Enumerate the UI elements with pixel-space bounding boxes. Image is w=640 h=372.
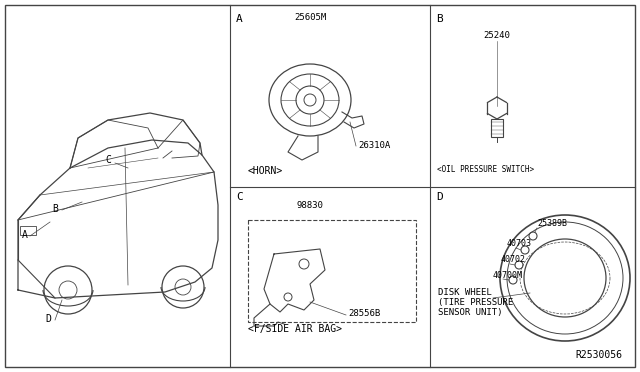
Bar (248, 220, 416, 322)
Text: <HORN>: <HORN> (248, 166, 284, 176)
Text: D: D (45, 314, 51, 324)
Bar (20, 226, 36, 235)
Text: <F/SIDE AIR BAG>: <F/SIDE AIR BAG> (248, 324, 342, 334)
Text: D: D (436, 192, 443, 202)
Text: A: A (22, 230, 28, 240)
Text: (TIRE PRESSURE: (TIRE PRESSURE (438, 298, 513, 307)
Text: 40703: 40703 (507, 239, 532, 248)
Text: 40702: 40702 (501, 255, 526, 264)
Bar (491, 119, 503, 137)
Text: SENSOR UNIT): SENSOR UNIT) (438, 308, 502, 317)
Text: A: A (236, 14, 243, 24)
Text: B: B (52, 204, 58, 214)
Text: 40700M: 40700M (493, 271, 523, 280)
Text: DISK WHEEL: DISK WHEEL (438, 288, 492, 297)
Text: C: C (105, 155, 111, 165)
Text: 26310A: 26310A (358, 141, 390, 150)
Text: 25240: 25240 (484, 31, 511, 40)
Text: 98830: 98830 (296, 201, 323, 210)
Text: <OIL PRESSURE SWITCH>: <OIL PRESSURE SWITCH> (437, 165, 534, 174)
Text: 25389B: 25389B (537, 219, 567, 228)
Text: 25605M: 25605M (294, 13, 326, 22)
Text: B: B (436, 14, 443, 24)
Text: 28556B: 28556B (348, 309, 380, 318)
Text: R2530056: R2530056 (575, 350, 622, 360)
Text: C: C (236, 192, 243, 202)
